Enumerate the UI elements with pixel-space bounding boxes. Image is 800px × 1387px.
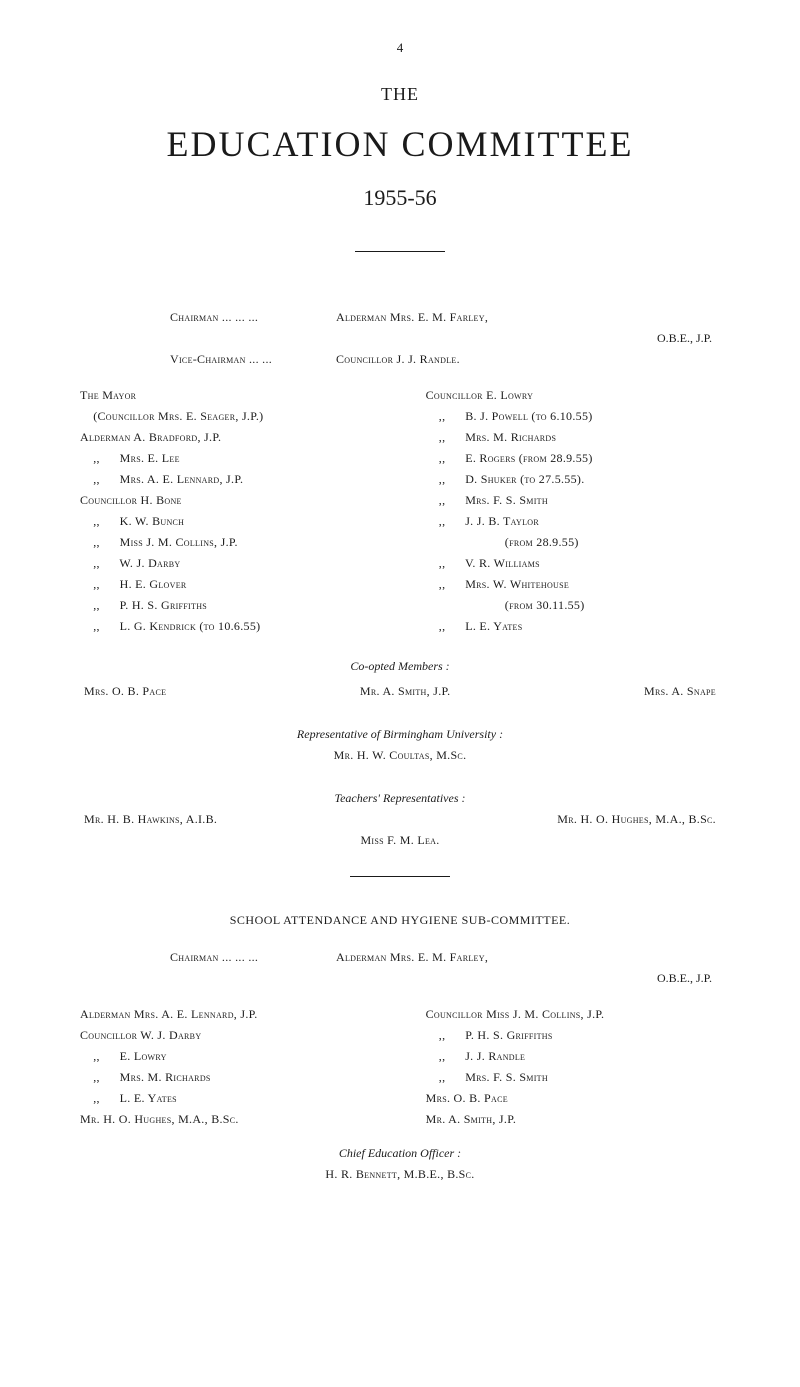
sub-members-left-col: Alderman Mrs. A. E. Lennard, J.P. Counci…	[80, 1004, 426, 1130]
teachers-right: Mr. H. O. Hughes, M.A., B.Sc.	[557, 812, 716, 827]
vice-chairman-name: Councillor J. J. Randle.	[336, 352, 720, 367]
member-item: ,, W. J. Darby	[80, 553, 426, 574]
sub-members-right-col: Councillor Miss J. M. Collins, J.P. ,, P…	[426, 1004, 720, 1130]
member-item: ,, Mrs. F. S. Smith	[426, 490, 720, 511]
sub-member-item: Mr. H. O. Hughes, M.A., B.Sc.	[80, 1109, 426, 1130]
chairman-label: Chairman ... ... ...	[80, 310, 336, 325]
coopted-center: Mr. A. Smith, J.P.	[360, 684, 451, 699]
member-item: Councillor E. Lowry	[426, 385, 720, 406]
sub-member-item: ,, J. J. Randle	[426, 1046, 720, 1067]
sub-chairman-honours: O.B.E., J.P.	[336, 971, 720, 986]
coopted-right: Mrs. A. Snape	[644, 684, 716, 699]
member-item: ,, V. R. Williams	[426, 553, 720, 574]
chairman-honours: O.B.E., J.P.	[336, 331, 720, 346]
member-item: ,, Mrs. M. Richards	[426, 427, 720, 448]
coopted-row: Mrs. O. B. Pace Mr. A. Smith, J.P. Mrs. …	[80, 684, 720, 699]
vice-chairman-label: Vice-Chairman ... ...	[80, 352, 336, 367]
coopted-left: Mrs. O. B. Pace	[84, 684, 166, 699]
members-left-col: The Mayor (Councillor Mrs. E. Seager, J.…	[80, 385, 426, 637]
member-item: ,, H. E. Glover	[80, 574, 426, 595]
member-item: ,, B. J. Powell (to 6.10.55)	[426, 406, 720, 427]
teachers-row: Mr. H. B. Hawkins, A.I.B. Mr. H. O. Hugh…	[80, 812, 720, 827]
member-item: ,, L. E. Yates	[426, 616, 720, 637]
sub-chairman-row2: O.B.E., J.P.	[80, 971, 720, 986]
sub-member-item: ,, Mrs. F. S. Smith	[426, 1067, 720, 1088]
rep-label: Representative of Birmingham University …	[80, 727, 720, 742]
divider	[355, 251, 445, 252]
chairman-row: Chairman ... ... ... Alderman Mrs. E. M.…	[80, 310, 720, 325]
member-item: ,, K. W. Bunch	[80, 511, 426, 532]
teachers-left: Mr. H. B. Hawkins, A.I.B.	[84, 812, 217, 827]
member-item: ,, P. H. S. Griffiths	[80, 595, 426, 616]
subcommittee-title: SCHOOL ATTENDANCE AND HYGIENE SUB-COMMIT…	[80, 913, 720, 928]
member-item: ,, L. G. Kendrick (to 10.6.55)	[80, 616, 426, 637]
sub-member-item: Councillor Miss J. M. Collins, J.P.	[426, 1004, 720, 1025]
member-item: ,, Mrs. A. E. Lennard, J.P.	[80, 469, 426, 490]
member-item: (Councillor Mrs. E. Seager, J.P.)	[80, 406, 426, 427]
main-title: EDUCATION COMMITTEE	[80, 123, 720, 165]
sub-chairman-name: Alderman Mrs. E. M. Farley,	[336, 950, 720, 965]
sub-member-item: Mrs. O. B. Pace	[426, 1088, 720, 1109]
member-item: ,, Mrs. E. Lee	[80, 448, 426, 469]
member-item: ,, E. Rogers (from 28.9.55)	[426, 448, 720, 469]
chairman-name: Alderman Mrs. E. M. Farley,	[336, 310, 720, 325]
sub-member-item: ,, P. H. S. Griffiths	[426, 1025, 720, 1046]
teachers-label: Teachers' Representatives :	[80, 791, 720, 806]
officer-label: Chief Education Officer :	[80, 1146, 720, 1161]
member-item: ,, Mrs. W. Whitehouse	[426, 574, 720, 595]
rep-name: Mr. H. W. Coultas, M.Sc.	[80, 748, 720, 763]
sub-member-item: ,, L. E. Yates	[80, 1088, 426, 1109]
sub-chairman-row: Chairman ... ... ... Alderman Mrs. E. M.…	[80, 950, 720, 965]
member-item: Councillor H. Bone	[80, 490, 426, 511]
member-item: (from 28.9.55)	[426, 532, 720, 553]
divider-short	[350, 876, 450, 877]
coopted-label: Co-opted Members :	[80, 659, 720, 674]
vice-chairman-row: Vice-Chairman ... ... Councillor J. J. R…	[80, 352, 720, 367]
teachers-center: Miss F. M. Lea.	[80, 833, 720, 848]
sub-members-columns: Alderman Mrs. A. E. Lennard, J.P. Counci…	[80, 1004, 720, 1130]
member-item: ,, Miss J. M. Collins, J.P.	[80, 532, 426, 553]
sub-chairman-label: Chairman ... ... ...	[80, 950, 336, 965]
officer-name: H. R. Bennett, M.B.E., B.Sc.	[80, 1167, 720, 1182]
year: 1955-56	[80, 185, 720, 211]
member-item: Alderman A. Bradford, J.P.	[80, 427, 426, 448]
sub-member-item: Councillor W. J. Darby	[80, 1025, 426, 1046]
member-item: ,, J. J. B. Taylor	[426, 511, 720, 532]
sub-member-item: Alderman Mrs. A. E. Lennard, J.P.	[80, 1004, 426, 1025]
heading-the: THE	[80, 84, 720, 105]
sub-member-item: Mr. A. Smith, J.P.	[426, 1109, 720, 1130]
members-columns: The Mayor (Councillor Mrs. E. Seager, J.…	[80, 385, 720, 637]
member-item: The Mayor	[80, 385, 426, 406]
members-right-col: Councillor E. Lowry ,, B. J. Powell (to …	[426, 385, 720, 637]
member-item: ,, D. Shuker (to 27.5.55).	[426, 469, 720, 490]
page-number: 4	[80, 40, 720, 56]
chairman-row2: O.B.E., J.P.	[80, 331, 720, 346]
sub-member-item: ,, Mrs. M. Richards	[80, 1067, 426, 1088]
member-item: (from 30.11.55)	[426, 595, 720, 616]
sub-member-item: ,, E. Lowry	[80, 1046, 426, 1067]
